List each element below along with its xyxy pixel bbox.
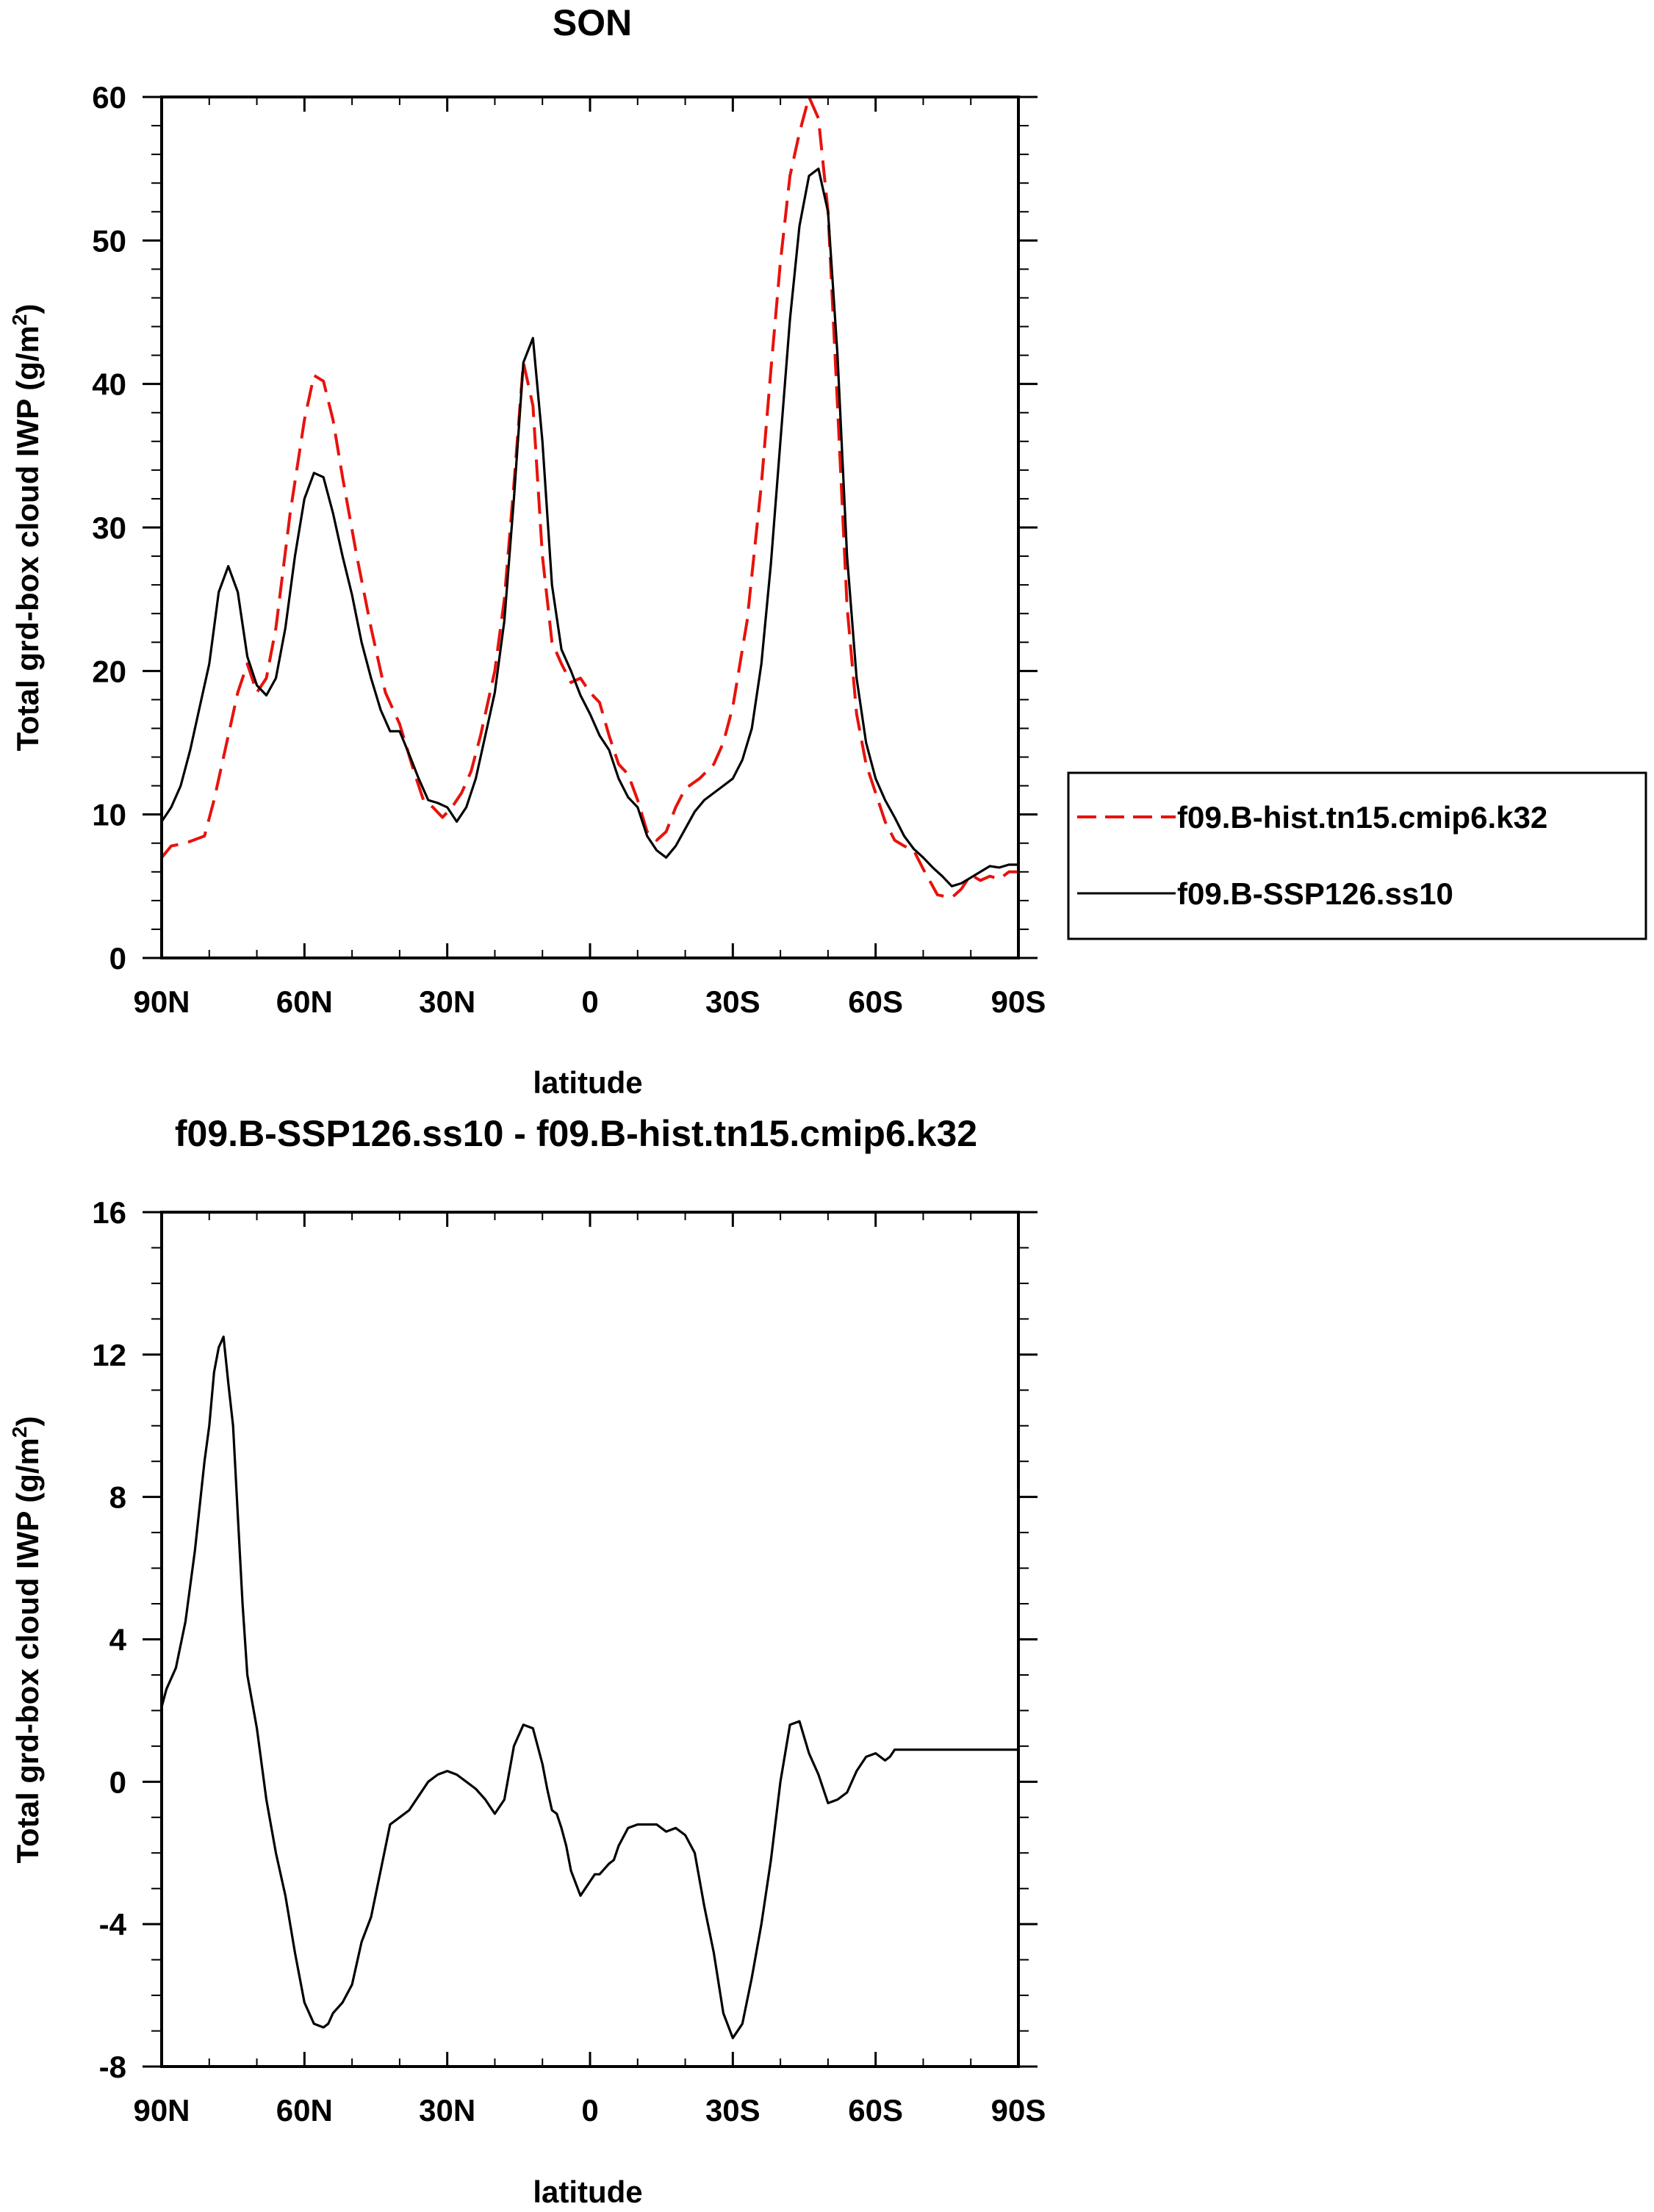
y-tick-label: 50	[92, 223, 126, 258]
y-axis-label-text: Total grd-box cloud IWP (g/m	[10, 325, 45, 751]
y-tick-label: 40	[92, 367, 126, 402]
y-axis-label-superscript: 2	[8, 314, 31, 326]
y-tick-label: 16	[92, 1195, 126, 1230]
x-tick-label: 60S	[848, 2093, 903, 2128]
chart-title: SON	[553, 2, 632, 43]
y-axis-label: Total grd-box cloud IWP (g/m2)	[8, 1416, 45, 1864]
y-axis-label-superscript: 2	[8, 1427, 31, 1438]
y-tick-label: 0	[109, 941, 126, 976]
x-tick-label: 0	[581, 2093, 598, 2128]
x-tick-label: 90S	[991, 2093, 1046, 2128]
y-axis-ticks: 0 10 20 30 40 50 60	[92, 80, 1038, 976]
series-line-hist	[160, 96, 1018, 899]
panel-bottom: f09.B-SSP126.ss10 - f09.B-hist.tn15.cmip…	[8, 1113, 1046, 2209]
x-axis-ticks: 90N 60N 30N 0 30S 60S 90S	[133, 1212, 1046, 2128]
y-tick-label: 20	[92, 654, 126, 688]
y-tick-label: 4	[109, 1623, 127, 1657]
x-axis-label: latitude	[533, 2175, 642, 2209]
y-axis-label-close: )	[10, 1416, 45, 1427]
x-axis-ticks: 90N 60N 30N 0 30S 60S 90S	[133, 97, 1046, 1019]
x-tick-label: 30N	[419, 984, 475, 1019]
x-tick-label: 90N	[133, 984, 190, 1019]
y-tick-label: -4	[99, 1907, 127, 1942]
legend-label-hist: f09.B-hist.tn15.cmip6.k32	[1177, 800, 1547, 835]
y-axis-label: Total grd-box cloud IWP (g/m2)	[8, 304, 45, 752]
series-line-difference	[160, 1336, 1018, 2039]
x-tick-label: 90N	[133, 2093, 190, 2128]
y-tick-label: -8	[99, 2050, 126, 2084]
y-tick-label: 60	[92, 80, 126, 115]
y-tick-label: 10	[92, 798, 126, 832]
difference-title: f09.B-SSP126.ss10 - f09.B-hist.tn15.cmip…	[175, 1113, 977, 1154]
plot-area	[160, 1336, 1018, 2039]
legend: f09.B-hist.tn15.cmip6.k32 f09.B-SSP126.s…	[1067, 771, 1647, 940]
y-tick-label: 12	[92, 1338, 126, 1372]
y-tick-label: 0	[109, 1765, 126, 1799]
y-axis-label-text: Total grd-box cloud IWP (g/m	[10, 1438, 45, 1863]
x-tick-label: 60S	[848, 984, 903, 1019]
x-axis-label: latitude	[533, 1065, 642, 1100]
panel-top: SON 90N 60N 30N 0 30S 60S 90S 0 10 20 30 40 50 60 la…	[8, 2, 1647, 1100]
series-line-ssp126	[160, 167, 1018, 887]
x-tick-label: 30N	[419, 2093, 475, 2128]
y-tick-label: 8	[109, 1480, 126, 1515]
x-tick-label: 30S	[705, 984, 761, 1019]
x-tick-label: 30S	[705, 2093, 761, 2128]
x-tick-label: 60N	[276, 2093, 333, 2128]
y-axis-label-close: )	[10, 304, 45, 314]
plot-area	[160, 96, 1018, 899]
plot-frame	[160, 96, 1020, 959]
x-tick-label: 60N	[276, 984, 333, 1019]
y-tick-label: 30	[92, 511, 126, 545]
x-tick-label: 0	[581, 984, 598, 1019]
legend-box	[1067, 771, 1647, 940]
y-axis-ticks: -8 -4 0 4 8 12 16	[92, 1195, 1038, 2084]
legend-label-ssp126: f09.B-SSP126.ss10	[1177, 876, 1453, 911]
x-tick-label: 90S	[991, 984, 1046, 1019]
plot-frame	[160, 1211, 1020, 2068]
